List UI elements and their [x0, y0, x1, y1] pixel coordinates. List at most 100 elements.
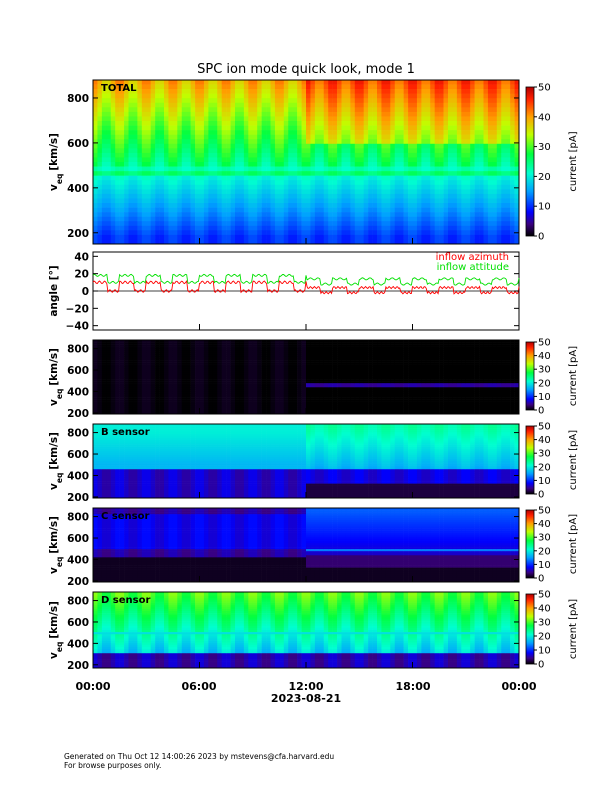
heatmap-cell — [381, 80, 387, 85]
heatmap-cell — [421, 143, 427, 149]
heatmap-cell — [496, 207, 502, 213]
heatmap-cell — [141, 360, 147, 363]
heatmap-cell — [119, 216, 125, 222]
heatmap-cell — [186, 189, 191, 195]
heatmap-cell — [212, 111, 218, 117]
heatmap-cell — [203, 116, 209, 122]
heatmap-cell — [434, 148, 440, 154]
heatmap-cell — [279, 212, 285, 217]
heatmap-cell — [390, 84, 396, 90]
heatmap-cell — [248, 171, 254, 176]
heatmap-cell — [141, 354, 147, 357]
heatmap-cell — [119, 98, 125, 104]
heatmap-cell — [177, 184, 183, 190]
heatmap-cell — [270, 175, 276, 181]
heatmap-cell — [465, 162, 471, 167]
heatmap-cell — [439, 221, 444, 227]
heatmap-cell — [408, 139, 413, 145]
heatmap-cell — [137, 389, 143, 392]
heatmap-cell — [226, 84, 231, 90]
heatmap-cell — [399, 189, 404, 195]
heatmap-cell — [261, 221, 267, 227]
heatmap-cell — [510, 230, 515, 236]
heatmap-cell — [177, 389, 183, 392]
heatmap-cell — [412, 234, 418, 240]
heatmap-cell — [181, 189, 187, 195]
heatmap-cell — [217, 189, 222, 195]
heatmap-cell — [190, 407, 196, 411]
heatmap-cell — [279, 139, 285, 145]
heatmap-cell — [252, 84, 258, 90]
heatmap-cell — [261, 379, 267, 382]
heatmap-cell — [257, 166, 262, 172]
heatmap-cell — [332, 116, 338, 122]
heatmap-cell — [221, 360, 227, 363]
heatmap-cell — [248, 405, 254, 409]
heatmap-cell — [199, 84, 205, 90]
heatmap-cell — [97, 379, 103, 382]
heatmap-cell — [514, 225, 520, 231]
heatmap-cell — [412, 107, 418, 113]
heatmap-cell — [226, 221, 231, 227]
heatmap-cell — [448, 125, 453, 131]
heatmap-cell — [212, 348, 218, 351]
heatmap-cell — [115, 407, 120, 411]
heatmap-cell — [208, 354, 214, 357]
heatmap-cell — [314, 230, 320, 236]
heatmap-cell — [257, 366, 262, 370]
heatmap-cell — [363, 171, 369, 176]
heatmap-cell — [363, 203, 369, 208]
heatmap-cell — [266, 189, 271, 195]
heatmap-cell — [359, 207, 364, 213]
heatmap-cell — [235, 171, 240, 176]
heatmap-cell — [306, 107, 311, 113]
heatmap-cell — [230, 393, 236, 396]
heatmap-cell — [412, 148, 418, 154]
heatmap-cell — [235, 230, 240, 236]
heatmap-cell — [492, 212, 498, 217]
heatmap-cell — [448, 184, 453, 190]
heatmap-cell — [212, 346, 218, 349]
heatmap-cell — [221, 411, 227, 415]
heatmap-cell — [505, 130, 511, 135]
heatmap-cell — [199, 372, 205, 376]
heatmap-cell — [230, 395, 236, 398]
heatmap-cell — [239, 93, 245, 99]
heatmap-cell — [408, 216, 413, 222]
heatmap-cell — [283, 180, 289, 186]
heatmap-cell — [137, 342, 143, 345]
heatmap-cell — [230, 397, 236, 400]
heatmap-cell — [208, 134, 214, 140]
heatmap-cell — [505, 180, 511, 186]
heatmap-cell — [164, 225, 169, 231]
heatmap-cell — [146, 157, 151, 163]
heatmap-cell — [452, 139, 458, 145]
heatmap-cell — [421, 184, 427, 190]
heatmap-cell — [425, 175, 431, 181]
heatmap-cell — [181, 139, 187, 145]
heatmap-cell — [150, 377, 156, 380]
heatmap-cell — [177, 193, 183, 199]
heatmap-cell — [208, 107, 214, 113]
heatmap-cell — [217, 230, 222, 236]
heatmap-cell — [421, 198, 427, 204]
heatmap-cell — [190, 152, 196, 158]
heatmap-cell — [341, 216, 347, 222]
heatmap-cell — [443, 98, 449, 104]
heatmap-cell — [159, 134, 165, 140]
heatmap-cell — [487, 93, 493, 99]
heatmap-cell — [368, 152, 373, 158]
heatmap-cell — [377, 171, 382, 176]
heatmap-cell — [372, 157, 378, 163]
heatmap-cell — [226, 212, 231, 217]
heatmap-cell — [155, 381, 160, 384]
heatmap-cell — [248, 111, 254, 117]
heatmap-cell — [177, 364, 183, 368]
heatmap-cell — [137, 193, 143, 199]
heatmap-cell — [230, 225, 236, 231]
heatmap-cell — [93, 130, 98, 135]
heatmap-cell — [93, 180, 98, 186]
heatmap-cell — [328, 107, 333, 113]
heatmap-cell — [390, 152, 396, 158]
heatmap-cell — [248, 401, 254, 405]
